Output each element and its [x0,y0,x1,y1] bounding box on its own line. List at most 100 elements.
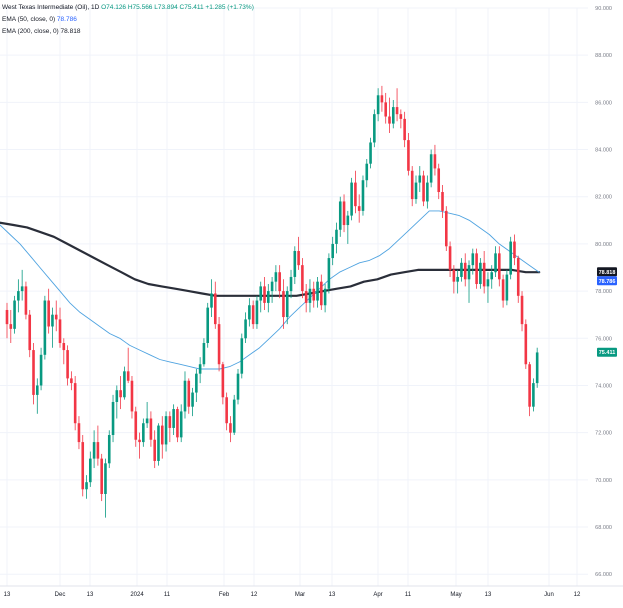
candle-body [369,142,372,164]
price-axis[interactable]: 90.000 88.000 86.000 84.000 82.000 80.000 78.0… [595,6,612,578]
candle [255,295,259,329]
candle [490,265,494,289]
candle [123,366,126,400]
candle-body [361,180,365,211]
candle [217,317,221,372]
candle [399,109,403,129]
candle [301,258,304,299]
candle [176,406,179,443]
candle-body [471,253,475,266]
candle-body [429,154,433,183]
y-tick-label: 86.000 [595,100,612,106]
candle-body [172,409,175,428]
price-label-box [597,267,617,277]
candle [240,333,244,379]
candle-body [410,170,414,200]
y-tick-label: 90.000 [595,6,612,12]
candle-body [456,276,459,282]
candle [346,210,350,244]
candle-body [418,175,422,183]
candle [28,309,32,358]
x-tick-label: 11 [405,592,412,598]
candle [229,416,232,443]
legend-ema200-row[interactable]: EMA (200, close, 0) 78.818 [2,26,254,38]
candle-body [225,397,228,424]
candle-body [9,324,13,329]
y-tick-label: 82.000 [595,195,612,201]
time-axis[interactable]: 13 Dec 13 2024 11 Feb 12 Mar 13 Apr 11 May 13 Jun 12 [0,585,623,598]
candle-body [20,286,24,292]
y-tick-label: 76.000 [595,336,612,342]
candle [452,265,456,294]
candle [494,246,497,277]
candle-body [62,343,66,351]
candle-body [331,243,334,259]
candle-body [138,439,141,443]
candle-body [47,300,50,327]
candle-body [130,380,134,412]
candle [126,347,130,384]
legend-ema50-row[interactable]: EMA (50, close, 0) 78.786 [2,14,254,26]
x-tick-label: 12 [251,592,258,598]
candle [138,432,141,459]
candle-body [96,442,100,459]
candle-body [520,295,524,325]
x-tick-label: May [450,592,461,598]
candle-body [467,265,471,280]
x-tick-label: 13 [329,592,336,598]
candle [179,404,183,443]
candle [369,137,372,169]
candle [187,378,191,414]
candle [107,430,111,469]
candle [535,347,539,388]
candle [482,250,486,294]
candle [58,307,62,348]
candle [376,88,380,122]
candle-body [441,192,444,211]
candle-body [463,262,467,280]
candle [509,236,512,280]
candle [448,241,452,277]
candle [251,300,255,329]
candle-body [81,442,85,490]
candle-body [380,95,384,103]
candle [191,387,194,417]
legend-symbol-row[interactable]: West Texas Intermediate (Oil), 1D O74.12… [2,2,254,14]
candle [407,133,410,176]
candle-body [164,416,168,445]
candle-body [342,201,346,226]
candle-body [278,272,281,292]
candle-body [179,411,183,438]
candle [198,357,202,384]
candle [335,222,338,254]
candle-body [213,293,217,325]
candle-body [73,383,77,424]
candle-body [5,309,9,325]
candle [479,258,482,289]
candle [323,284,327,313]
candle [501,274,505,308]
candle-body [202,343,206,365]
candle-body [217,324,221,365]
price-label-text: 78.818 [599,270,616,276]
price-label-box [597,347,617,357]
candle-body [51,314,54,327]
candle [528,361,531,417]
candle [463,253,467,287]
candle [142,418,145,447]
candle [391,100,395,129]
candle-body [206,307,210,344]
candle-body [486,279,490,287]
candle [111,394,115,443]
candle-body [244,319,247,339]
candle [104,458,107,518]
candle-body [39,354,43,386]
candle [350,177,353,221]
candle-body [403,118,406,141]
candle [520,291,524,332]
candle [225,392,228,431]
candle [285,286,289,325]
y-tick-label: 72.000 [595,431,612,437]
